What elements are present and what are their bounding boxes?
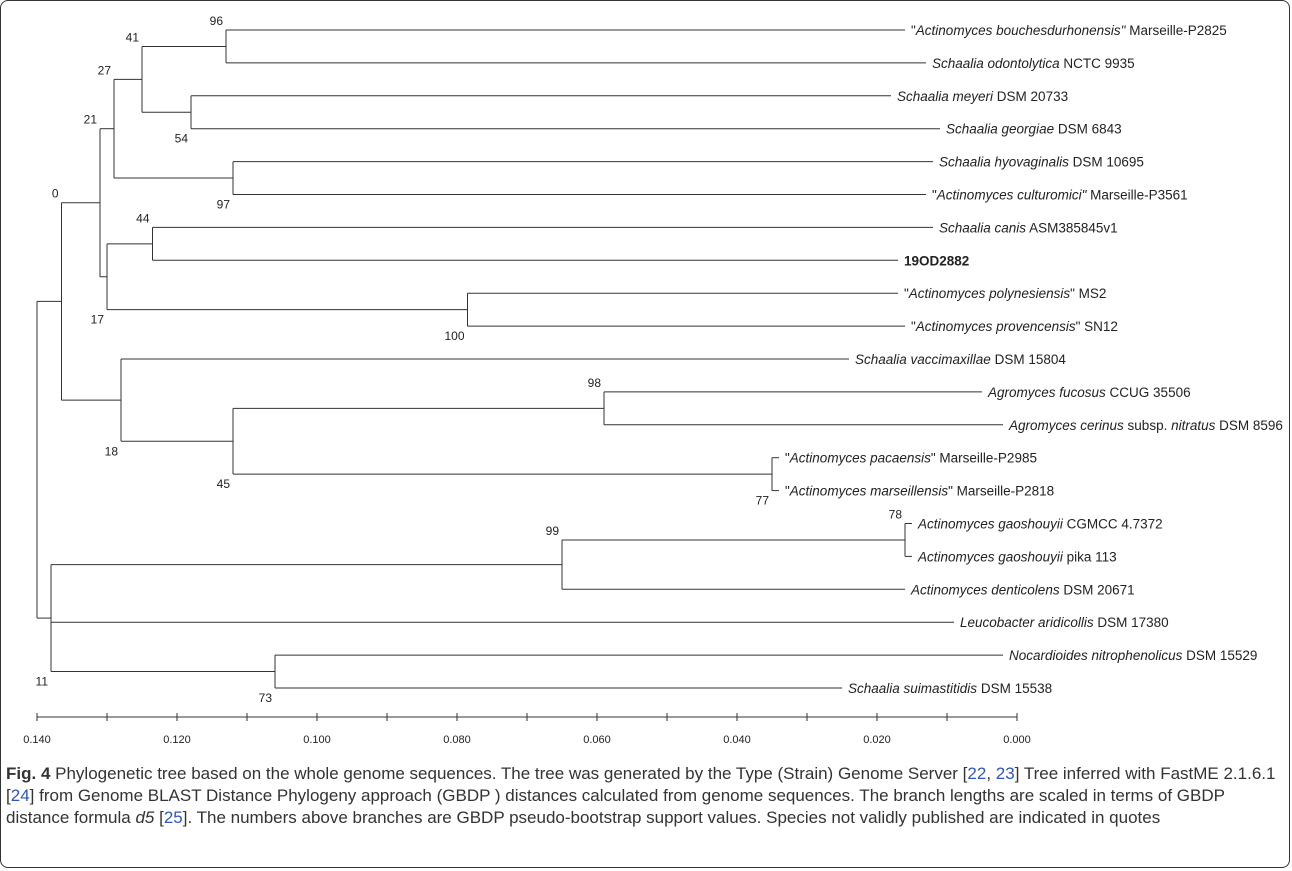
axis-tick-label: 0.060 [583,734,611,746]
caption-text-c: ] from Genome BLAST Distance Phylogeny a… [6,786,1225,827]
taxon-label: Leucobacter aridicollis DSM 17380 [960,615,1169,630]
caption-text-d: [ [154,808,164,827]
distance-axis: 0.140 0.120 0.100 0.080 0.060 0.040 0.020 0.000 [23,713,1031,746]
taxon-label: "Actinomyces marseillensis" Marseille-P2… [785,484,1054,499]
taxon-label: Actinomyces gaoshouyii pika 113 [917,549,1117,564]
caption-text-a: Phylogenetic tree based on the whole gen… [50,764,968,783]
reference-link-24[interactable]: 24 [10,786,30,805]
axis-tick-label: 0.100 [303,734,331,746]
bootstrap-support-77: 77 [756,494,770,508]
bootstrap-support-100: 100 [444,329,464,343]
taxon-label: Schaalia suimastitidis DSM 15538 [848,681,1052,696]
bootstrap-support-18: 18 [105,444,119,458]
reference-link-22[interactable]: 22 [967,764,987,783]
formula-d5: d5 [135,808,155,827]
taxon-label: "Actinomyces pacaensis" Marseille-P2985 [785,451,1037,466]
bootstrap-support-11: 11 [36,675,49,689]
support-values: 96 54 41 97 27 44 100 17 21 98 77 45 18 0 78 99 73 11 [36,14,903,705]
tree-branches [36,29,1003,689]
bootstrap-support-27: 27 [98,63,112,77]
taxon-label: "Actinomyces culturomici" Marseille-P356… [932,188,1188,203]
axis-tick-label: 0.120 [163,734,191,746]
taxon-label: Schaalia canis ASM385845v1 [939,220,1118,235]
taxon-label: Schaalia meyeri DSM 20733 [897,89,1068,104]
axis-tick-label: 0.000 [1003,734,1031,746]
reference-link-23[interactable]: 23 [995,764,1015,783]
caption-text-b: ] Tree inferred with FastME 2.1.6.1 [ [6,764,1276,805]
bootstrap-support-44: 44 [136,211,150,225]
taxon-label: Agromyces cerinus subsp. nitratus DSM 85… [1008,418,1283,433]
caption-separator: , [986,764,996,783]
bootstrap-support-98: 98 [588,376,602,390]
taxon-label: Actinomyces denticolens DSM 20671 [910,582,1135,597]
taxon-label: Agromyces fucosus CCUG 35506 [987,385,1191,400]
bootstrap-support-96: 96 [210,14,224,28]
caption-text-e: ]. The numbers above branches are GBDP p… [182,808,1161,827]
bootstrap-support-99: 99 [546,524,560,538]
bootstrap-support-17: 17 [91,313,105,327]
axis-tick-label: 0.020 [863,734,891,746]
taxon-labels: "Actinomyces bouchesdurhonensis" Marseil… [785,23,1283,696]
taxon-label: "Actinomyces bouchesdurhonensis" Marseil… [911,23,1227,38]
taxon-label: Schaalia hyovaginalis DSM 10695 [939,155,1144,170]
axis-tick-label: 0.040 [723,734,751,746]
bootstrap-support-41: 41 [126,30,140,44]
axis-tick-label: 0.080 [443,734,471,746]
bootstrap-support-0: 0 [52,187,59,201]
phylogenetic-tree: 96 54 41 97 27 44 100 17 21 98 77 45 18 0 78 99 73 11 "Ac… [23,14,1283,746]
bootstrap-support-73: 73 [259,691,273,705]
taxon-label: Schaalia georgiae DSM 6843 [946,122,1122,137]
bootstrap-support-45: 45 [217,477,231,491]
figure-label: Fig. 4 [6,764,51,783]
axis-tick-label: 0.140 [23,734,51,746]
taxon-label: Schaalia vaccimaxillae DSM 15804 [855,352,1066,367]
taxon-label: "Actinomyces provencensis" SN12 [911,319,1118,334]
bootstrap-support-97: 97 [217,198,231,212]
taxon-label: Schaalia odontolytica NCTC 9935 [932,56,1135,71]
reference-link-25[interactable]: 25 [163,808,183,827]
figure-caption: Fig. 4 Phylogenetic tree based on the wh… [6,763,1286,829]
bootstrap-support-21: 21 [84,113,98,127]
bootstrap-support-54: 54 [175,132,189,146]
taxon-label: 19OD2882 [904,253,969,268]
taxon-label: Actinomyces gaoshouyii CGMCC 4.7372 [917,517,1163,532]
taxon-label: "Actinomyces polynesiensis" MS2 [904,286,1106,301]
bootstrap-support-78: 78 [889,508,903,522]
taxon-label: Nocardioides nitrophenolicus DSM 15529 [1009,648,1257,663]
